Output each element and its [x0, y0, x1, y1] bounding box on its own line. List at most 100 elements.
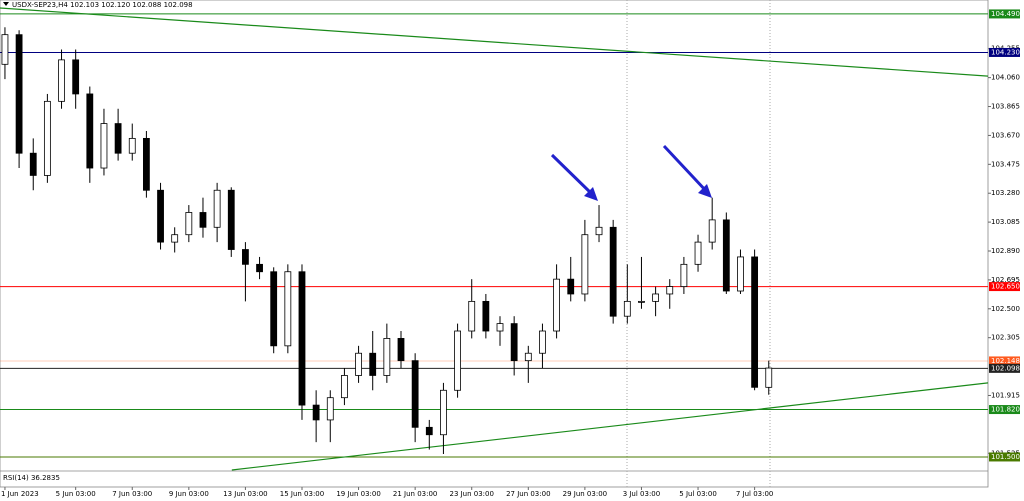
candle-body: [708, 219, 716, 243]
candle-body: [185, 212, 193, 236]
candle-body: [326, 397, 334, 421]
candle-body: [15, 34, 23, 154]
level-label-bg: [989, 356, 1020, 366]
x-tick-label: 15 Jun 03:00: [280, 490, 324, 498]
level-label: 101.500: [991, 453, 1020, 461]
annotation-arrowhead: [698, 184, 712, 198]
x-tick-label: 1 Jun 2023: [1, 490, 39, 498]
candle-body: [383, 338, 391, 376]
x-tick-label: 19 Jun 03:00: [336, 490, 380, 498]
candle-body: [157, 189, 164, 243]
candle-body: [425, 426, 433, 436]
candle-body: [312, 404, 320, 421]
candle-body: [128, 137, 136, 154]
candle-body: [468, 300, 476, 332]
y-tick-label: 102.695: [991, 276, 1020, 284]
chart-title: USDX-SEP23,H4 102.103 102.120 102.088 10…: [12, 1, 193, 9]
candle-body: [86, 93, 94, 169]
level-label-bg: [989, 452, 1020, 462]
level-label: 101.820: [991, 406, 1020, 414]
x-tick-label: 23 Jun 03:00: [449, 490, 493, 498]
candle-body: [298, 271, 306, 406]
candle-body: [553, 278, 560, 332]
x-tick-label: 21 Jun 03:00: [393, 490, 437, 498]
level-label-bg: [989, 363, 1020, 373]
candle-body: [100, 123, 108, 169]
candle-body: [595, 226, 603, 236]
indicator-label: RSI(14) 36.2835: [3, 474, 60, 482]
x-tick-label: 13 Jun 03:00: [223, 490, 267, 498]
x-tick-label: 27 Jun 03:00: [506, 490, 550, 498]
candle-body: [722, 219, 730, 292]
x-tick-label: 9 Jun 03:00: [169, 490, 209, 498]
trendline: [0, 7, 989, 77]
y-tick-label: 103.670: [991, 131, 1020, 139]
y-tick-label: 102.305: [991, 334, 1020, 342]
candle-body: [652, 293, 660, 302]
level-label: 102.098: [991, 364, 1020, 372]
candle-body: [369, 352, 377, 376]
y-tick-label: 101.915: [991, 391, 1020, 399]
annotation-arrow: [550, 153, 596, 198]
level-label: 102.148: [991, 357, 1020, 365]
candle-body: [58, 59, 65, 102]
level-label-bg: [989, 282, 1020, 292]
candle-body: [397, 338, 405, 362]
y-tick-label: 103.865: [991, 103, 1020, 111]
plot-frame: [0, 0, 989, 488]
x-tick-label: 7 Jun 03:00: [112, 490, 152, 498]
candle-body: [482, 300, 490, 332]
y-tick-label: 103.475: [991, 160, 1020, 168]
candle-body: [199, 212, 207, 228]
candle-body: [411, 360, 419, 428]
x-tick-label: 5 Jul 03:00: [679, 490, 717, 498]
x-tick-label: 5 Jun 03:00: [56, 490, 96, 498]
candle-body: [29, 152, 37, 176]
y-tick-label: 102.500: [991, 305, 1020, 313]
candle-body: [581, 234, 589, 295]
candle-body: [227, 189, 235, 250]
candle-body: [510, 323, 518, 362]
annotation-arrowhead: [584, 187, 598, 201]
candle-body: [43, 100, 51, 176]
candle-body: [623, 300, 631, 317]
candle-body: [524, 352, 532, 362]
candle-body: [440, 389, 447, 436]
candle-body: [256, 263, 263, 273]
candle-body: [270, 271, 278, 347]
candle-body: [539, 330, 546, 354]
y-tick-label: 102.890: [991, 247, 1020, 255]
level-label: 104.490: [991, 10, 1020, 18]
candle-body: [638, 300, 645, 303]
candle-body: [341, 375, 348, 399]
candle-body: [1, 34, 9, 65]
menu-triangle: [3, 2, 9, 6]
candle-body: [242, 249, 249, 265]
candle-body: [355, 352, 362, 376]
level-label-bg: [989, 405, 1020, 415]
candle-body: [171, 234, 179, 243]
y-tick-label: 104.060: [991, 74, 1020, 82]
level-label: 104.230: [991, 48, 1020, 56]
candle-body: [765, 367, 773, 388]
y-tick-label: 103.085: [991, 218, 1020, 226]
candle-body: [114, 123, 122, 154]
candle-body: [496, 323, 504, 332]
candle-body: [737, 256, 744, 292]
x-tick-label: 3 Jul 03:00: [623, 490, 661, 498]
candle-body: [284, 271, 292, 347]
candle-body: [567, 278, 575, 295]
candle-body: [609, 226, 617, 317]
candle-body: [454, 330, 461, 391]
candle-body: [142, 137, 150, 191]
candle-body: [680, 263, 688, 287]
candle-body: [666, 286, 674, 295]
trendline: [231, 382, 989, 471]
y-tick-label: 103.280: [991, 189, 1020, 197]
candle-body: [751, 256, 759, 388]
level-label-bg: [989, 47, 1020, 57]
candle-body: [72, 59, 80, 95]
candle-body: [694, 241, 702, 265]
